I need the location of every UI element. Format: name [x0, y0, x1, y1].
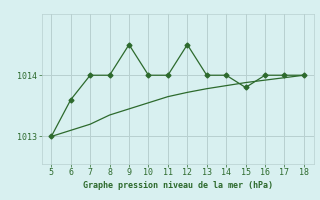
X-axis label: Graphe pression niveau de la mer (hPa): Graphe pression niveau de la mer (hPa): [83, 181, 273, 190]
